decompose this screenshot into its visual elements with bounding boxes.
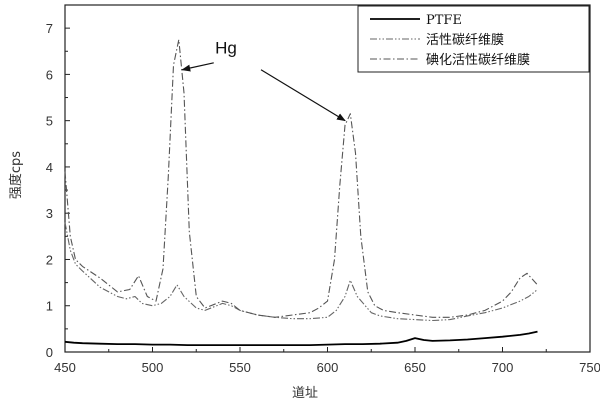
series-line-2: [64, 222, 538, 322]
x-tick-label: 550: [229, 360, 251, 375]
x-tick-label: 700: [492, 360, 514, 375]
x-axis-title: 道址: [292, 386, 318, 401]
x-tick-label: 500: [142, 360, 164, 375]
y-tick-label: 7: [46, 21, 53, 36]
legend-label-1: PTFE: [426, 13, 462, 28]
annotation-arrow: [260, 69, 346, 122]
y-axis-title: 强度cps: [8, 151, 24, 199]
legend-label-3: 碘化活性碳纤维膜: [426, 53, 530, 68]
y-tick-label: 1: [46, 299, 53, 314]
x-tick-label: 450: [54, 360, 76, 375]
annotation-arrow: [181, 62, 214, 72]
y-tick-label: 2: [46, 252, 53, 267]
series-line-1: [64, 330, 538, 347]
y-tick-label: 4: [46, 160, 53, 175]
y-tick-label: 6: [46, 67, 53, 82]
x-tick-label: 750: [579, 360, 600, 375]
y-tick-label: 5: [46, 114, 53, 129]
y-tick-label: 3: [46, 206, 53, 221]
x-tick-label: 650: [404, 360, 426, 375]
series-line-3: [64, 39, 538, 318]
annotation-label: Hg: [215, 39, 237, 58]
y-tick-label: 0: [46, 345, 53, 360]
legend-label-2: 活性碳纤维膜: [426, 33, 504, 48]
x-tick-label: 600: [317, 360, 339, 375]
